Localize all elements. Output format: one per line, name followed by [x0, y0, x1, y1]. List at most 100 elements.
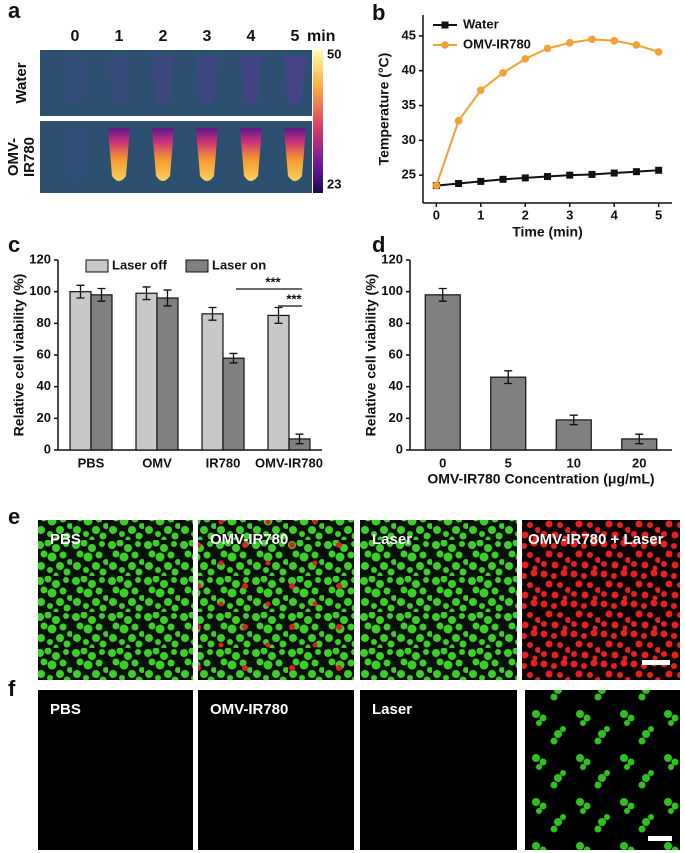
marker	[565, 39, 574, 47]
legend-label: Laser off	[112, 257, 168, 272]
error-bar	[438, 287, 447, 302]
error-bar	[295, 433, 304, 445]
x-axis-label: OMV-IR780 Concentration (μg/mL)	[427, 471, 654, 487]
ros-image	[525, 690, 680, 850]
time-label: 4	[247, 28, 256, 45]
tube	[240, 128, 262, 181]
live-dead-image	[360, 520, 517, 680]
y-tick-label: 40	[37, 378, 51, 393]
colorbar	[313, 50, 323, 193]
marker	[455, 180, 463, 188]
marker	[566, 171, 574, 179]
legend-label: Laser on	[212, 257, 266, 272]
panel-label: b	[372, 0, 385, 25]
ros-image	[198, 690, 354, 850]
x-tick-label: 5	[655, 207, 662, 222]
bar	[135, 292, 158, 451]
time-label: 2	[159, 28, 168, 45]
bar	[156, 297, 179, 451]
image-label: Laser	[372, 701, 412, 718]
error-bar	[569, 414, 578, 426]
x-axis-label: Time (min)	[512, 224, 583, 240]
legend-swatch	[185, 259, 209, 273]
error-bar	[635, 433, 644, 445]
tube	[196, 128, 218, 181]
marker	[654, 48, 663, 56]
row-label: Water	[13, 62, 30, 103]
image-label: Laser	[372, 531, 412, 548]
y-tick-label: 35	[402, 97, 416, 112]
marker	[499, 175, 507, 183]
tube	[152, 56, 174, 105]
legend-label: Water	[463, 16, 499, 31]
scale-bar	[648, 836, 672, 841]
y-tick-label: 100	[381, 283, 403, 298]
legend-marker	[441, 41, 449, 49]
y-tick-label: 60	[37, 346, 51, 361]
error-bar	[142, 286, 151, 301]
row-label: OMV-	[5, 138, 22, 176]
tube	[152, 128, 174, 181]
y-tick-label: 60	[389, 346, 403, 361]
y-axis-label: Relative cell viability (%)	[11, 274, 27, 437]
legend-marker	[441, 21, 449, 29]
bar	[490, 376, 527, 451]
legend-swatch	[85, 259, 109, 273]
marker	[477, 86, 485, 94]
error-bar	[76, 284, 85, 299]
image-label: PBS	[50, 531, 81, 548]
x-tick-label: 4	[611, 207, 619, 222]
image-label: OMV-IR780	[210, 701, 288, 718]
image-label: PBS	[50, 701, 81, 718]
y-tick-label: 30	[402, 132, 416, 147]
legend-label: OMV-IR780	[463, 36, 531, 51]
live-dead-image	[522, 520, 680, 680]
tube	[240, 56, 262, 105]
time-label: 3	[203, 28, 212, 45]
error-bar	[163, 289, 172, 307]
ros-image	[360, 690, 517, 850]
bar	[90, 294, 113, 451]
thermal-image	[40, 50, 312, 116]
tube	[196, 56, 218, 105]
bar	[424, 294, 461, 451]
error-bar	[97, 287, 106, 302]
time-unit: min	[307, 28, 335, 45]
y-tick-label: 0	[44, 441, 51, 456]
y-tick-label: 40	[389, 378, 403, 393]
error-bar	[208, 306, 217, 321]
marker	[610, 169, 618, 177]
y-tick-label: 45	[402, 27, 416, 42]
y-tick-label: 0	[396, 441, 403, 456]
y-tick-label: 120	[29, 251, 51, 266]
y-axis-label: Temperature (°C)	[376, 53, 392, 166]
y-tick-label: 80	[389, 315, 403, 330]
y-tick-label: 20	[37, 410, 51, 425]
bar	[222, 357, 245, 451]
tube	[64, 56, 86, 105]
tube	[284, 128, 306, 181]
y-tick-label: 120	[381, 251, 403, 266]
ros-image	[38, 690, 193, 850]
marker	[655, 166, 663, 174]
marker	[588, 170, 596, 178]
tube	[284, 56, 306, 105]
marker	[632, 41, 641, 49]
marker	[543, 44, 552, 53]
x-tick-label: PBS	[78, 455, 105, 470]
time-label: 5	[291, 28, 300, 45]
x-tick-label: 5	[505, 455, 512, 470]
x-tick-label: IR780	[206, 455, 241, 470]
x-tick-label: 0	[433, 207, 440, 222]
live-dead-image	[38, 520, 193, 680]
x-tick-label: 1	[477, 207, 484, 222]
row-label: IR780	[21, 137, 38, 177]
y-tick-label: 20	[389, 410, 403, 425]
x-tick-label: 10	[567, 455, 581, 470]
y-tick-label: 80	[37, 315, 51, 330]
marker	[544, 173, 551, 181]
time-label: 0	[71, 28, 80, 45]
colorbar-max: 50	[327, 46, 341, 61]
y-tick-label: 40	[402, 62, 416, 77]
